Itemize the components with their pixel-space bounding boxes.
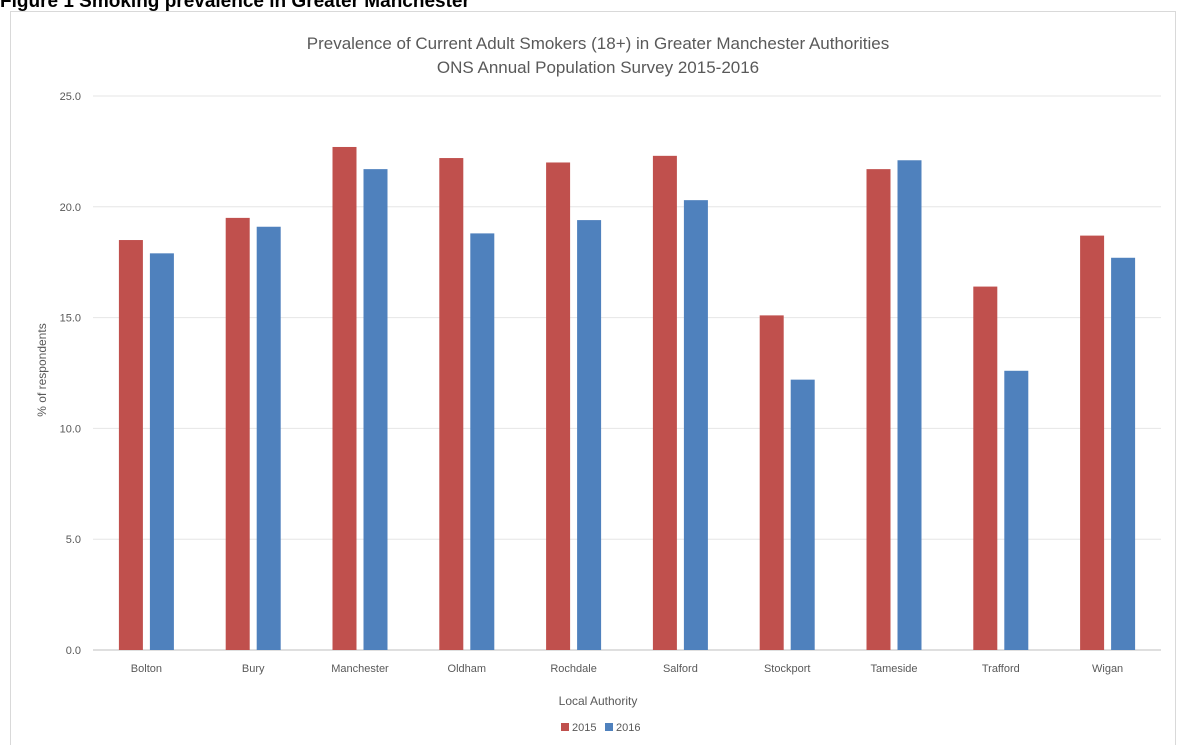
- y-tick-label: 20.0: [60, 202, 81, 214]
- bar-2016-oldham: [470, 233, 495, 650]
- bar-chart: Prevalence of Current Adult Smokers (18+…: [35, 34, 1161, 734]
- chart-frame: Prevalence of Current Adult Smokers (18+…: [10, 11, 1176, 745]
- y-tick-label: 10.0: [60, 423, 81, 435]
- x-tick-label: Manchester: [331, 663, 389, 675]
- y-axis-title: % of respondents: [35, 323, 49, 416]
- bar-2016-rochdale: [577, 220, 602, 650]
- legend-label-2015: 2015: [572, 722, 596, 734]
- y-tick-label: 5.0: [66, 534, 81, 546]
- bar-2015-manchester: [332, 146, 357, 650]
- bar-2016-bolton: [149, 253, 174, 650]
- bar-2015-oldham: [439, 158, 464, 650]
- x-axis: Bolton Bury Manchester Oldham Rochdale Salfor…: [131, 663, 1123, 675]
- x-tick-label: Wigan: [1092, 663, 1123, 675]
- figure-caption: Figure 1 Smoking prevalence in Greater M…: [0, 0, 470, 12]
- bar-2015-stockport: [759, 315, 784, 650]
- bar-2016-salford: [683, 200, 708, 651]
- chart-subtitle: ONS Annual Population Survey 2015-2016: [437, 58, 759, 77]
- x-tick-label: Bury: [242, 663, 265, 675]
- bar-2015-tameside: [866, 169, 891, 651]
- bar-2015-wigan: [1080, 235, 1105, 650]
- x-tick-label: Bolton: [131, 663, 162, 675]
- x-tick-label: Trafford: [982, 663, 1020, 675]
- bar-2015-bury: [225, 217, 250, 650]
- x-tick-label: Rochdale: [550, 663, 596, 675]
- legend-swatch-2015: [561, 723, 569, 731]
- bar-2016-tameside: [897, 160, 922, 650]
- y-axis: 0.0 5.0 10.0 15.0 20.0 25.0: [60, 91, 81, 657]
- x-tick-label: Salford: [663, 663, 698, 675]
- bar-2015-salford: [652, 155, 677, 650]
- bar-2016-bury: [256, 226, 281, 650]
- legend: 2015 2016: [561, 722, 640, 734]
- y-tick-label: 25.0: [60, 91, 81, 103]
- bar-2015-trafford: [973, 286, 998, 650]
- y-tick-label: 15.0: [60, 313, 81, 325]
- bar-2016-wigan: [1111, 257, 1136, 650]
- chart-title: Prevalence of Current Adult Smokers (18+…: [307, 34, 890, 53]
- gridlines: [93, 95, 1161, 651]
- bars: [118, 146, 1136, 651]
- legend-swatch-2016: [605, 723, 613, 731]
- y-tick-label: 0.0: [66, 645, 81, 657]
- x-tick-label: Oldham: [448, 663, 487, 675]
- bar-2016-trafford: [1004, 370, 1029, 650]
- bar-2015-rochdale: [546, 162, 571, 651]
- legend-label-2016: 2016: [616, 722, 640, 734]
- x-tick-label: Tameside: [870, 663, 917, 675]
- bar-2016-stockport: [790, 379, 815, 650]
- bar-2016-manchester: [363, 169, 388, 651]
- x-tick-label: Stockport: [764, 663, 810, 675]
- x-axis-title: Local Authority: [559, 694, 638, 708]
- bar-2015-bolton: [118, 240, 143, 651]
